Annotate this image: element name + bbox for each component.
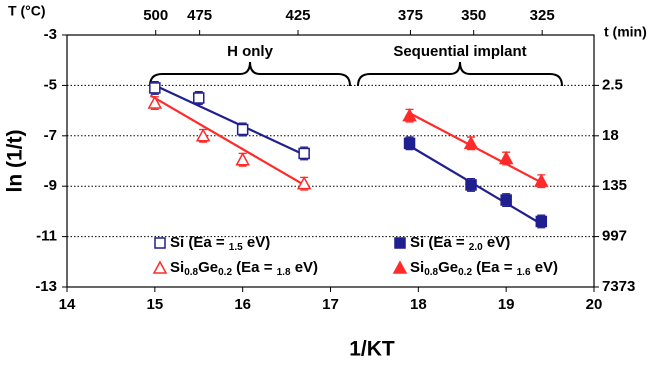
y-axis-label: ln (1/t) [4,130,27,193]
marker [392,260,408,274]
marker [193,92,205,104]
marker [195,128,211,142]
legend-entry: Si0.8Ge0.2 (Ea = 1.6 eV) [392,259,558,278]
x-axis-label: 1/KT [349,338,395,361]
marker [152,260,168,274]
legend-entry: Si (Ea = 2.0 eV) [394,234,510,253]
x-tick-label: 15 [146,296,163,313]
y2-tick-label: 2.5 [602,76,623,93]
brace [357,61,563,87]
y2-tick-label: 7373 [602,278,635,295]
right-axis-label: t (min) [604,24,647,40]
y-tick-label: -3 [44,26,57,43]
top-tick-label: 425 [285,7,310,24]
fit-line [154,84,305,156]
legend-entry: Si (Ea = 1.5 eV) [154,234,270,253]
marker [498,150,514,165]
marker [154,237,166,249]
x-tick-label: 20 [586,296,603,313]
marker [394,237,406,249]
y-tick-label: -13 [35,278,57,295]
brace [149,61,351,87]
marker [402,108,417,122]
legend-label: Si0.8Ge0.2 (Ea = 1.6 eV) [410,259,558,278]
legend-label: Si0.8Ge0.2 (Ea = 1.8 eV) [170,259,318,278]
x-tick-label: 14 [59,296,76,313]
top-tick-label: 375 [398,7,423,24]
legend-label: Si (Ea = 1.5 eV) [170,234,270,253]
marker [534,173,549,187]
annotation: Sequential implant [393,43,526,60]
top-tick-label: 325 [530,7,555,24]
y-tick-label: -7 [44,127,57,144]
top-tick-label: 475 [187,7,212,24]
marker [235,152,250,166]
y2-tick-label: 18 [602,127,619,144]
legend-label: Si (Ea = 2.0 eV) [410,234,510,253]
top-tick-label: 350 [461,7,486,24]
marker [147,95,163,109]
marker [236,123,249,136]
marker [403,137,416,150]
marker [465,179,477,191]
x-tick-label: 17 [322,296,339,313]
top-tick-label: 500 [143,7,168,24]
annotation: H only [227,43,273,60]
y2-tick-label: 997 [602,228,627,245]
plot-frame [66,34,595,288]
y2-tick-label: 135 [602,177,627,194]
legend-entry: Si0.8Ge0.2 (Ea = 1.8 eV) [152,259,318,278]
marker [149,82,161,94]
x-tick-label: 16 [234,296,251,313]
x-tick-label: 18 [410,296,427,313]
x-tick-label: 19 [498,296,515,313]
marker [296,176,312,190]
marker [535,215,548,228]
marker [500,194,512,206]
fit-line [149,94,305,186]
y-tick-label: -9 [44,177,57,194]
top-axis-label: T (°C) [8,3,45,19]
marker [463,135,479,150]
marker [298,147,310,160]
y-tick-label: -5 [44,76,57,93]
y-tick-label: -11 [36,228,57,245]
